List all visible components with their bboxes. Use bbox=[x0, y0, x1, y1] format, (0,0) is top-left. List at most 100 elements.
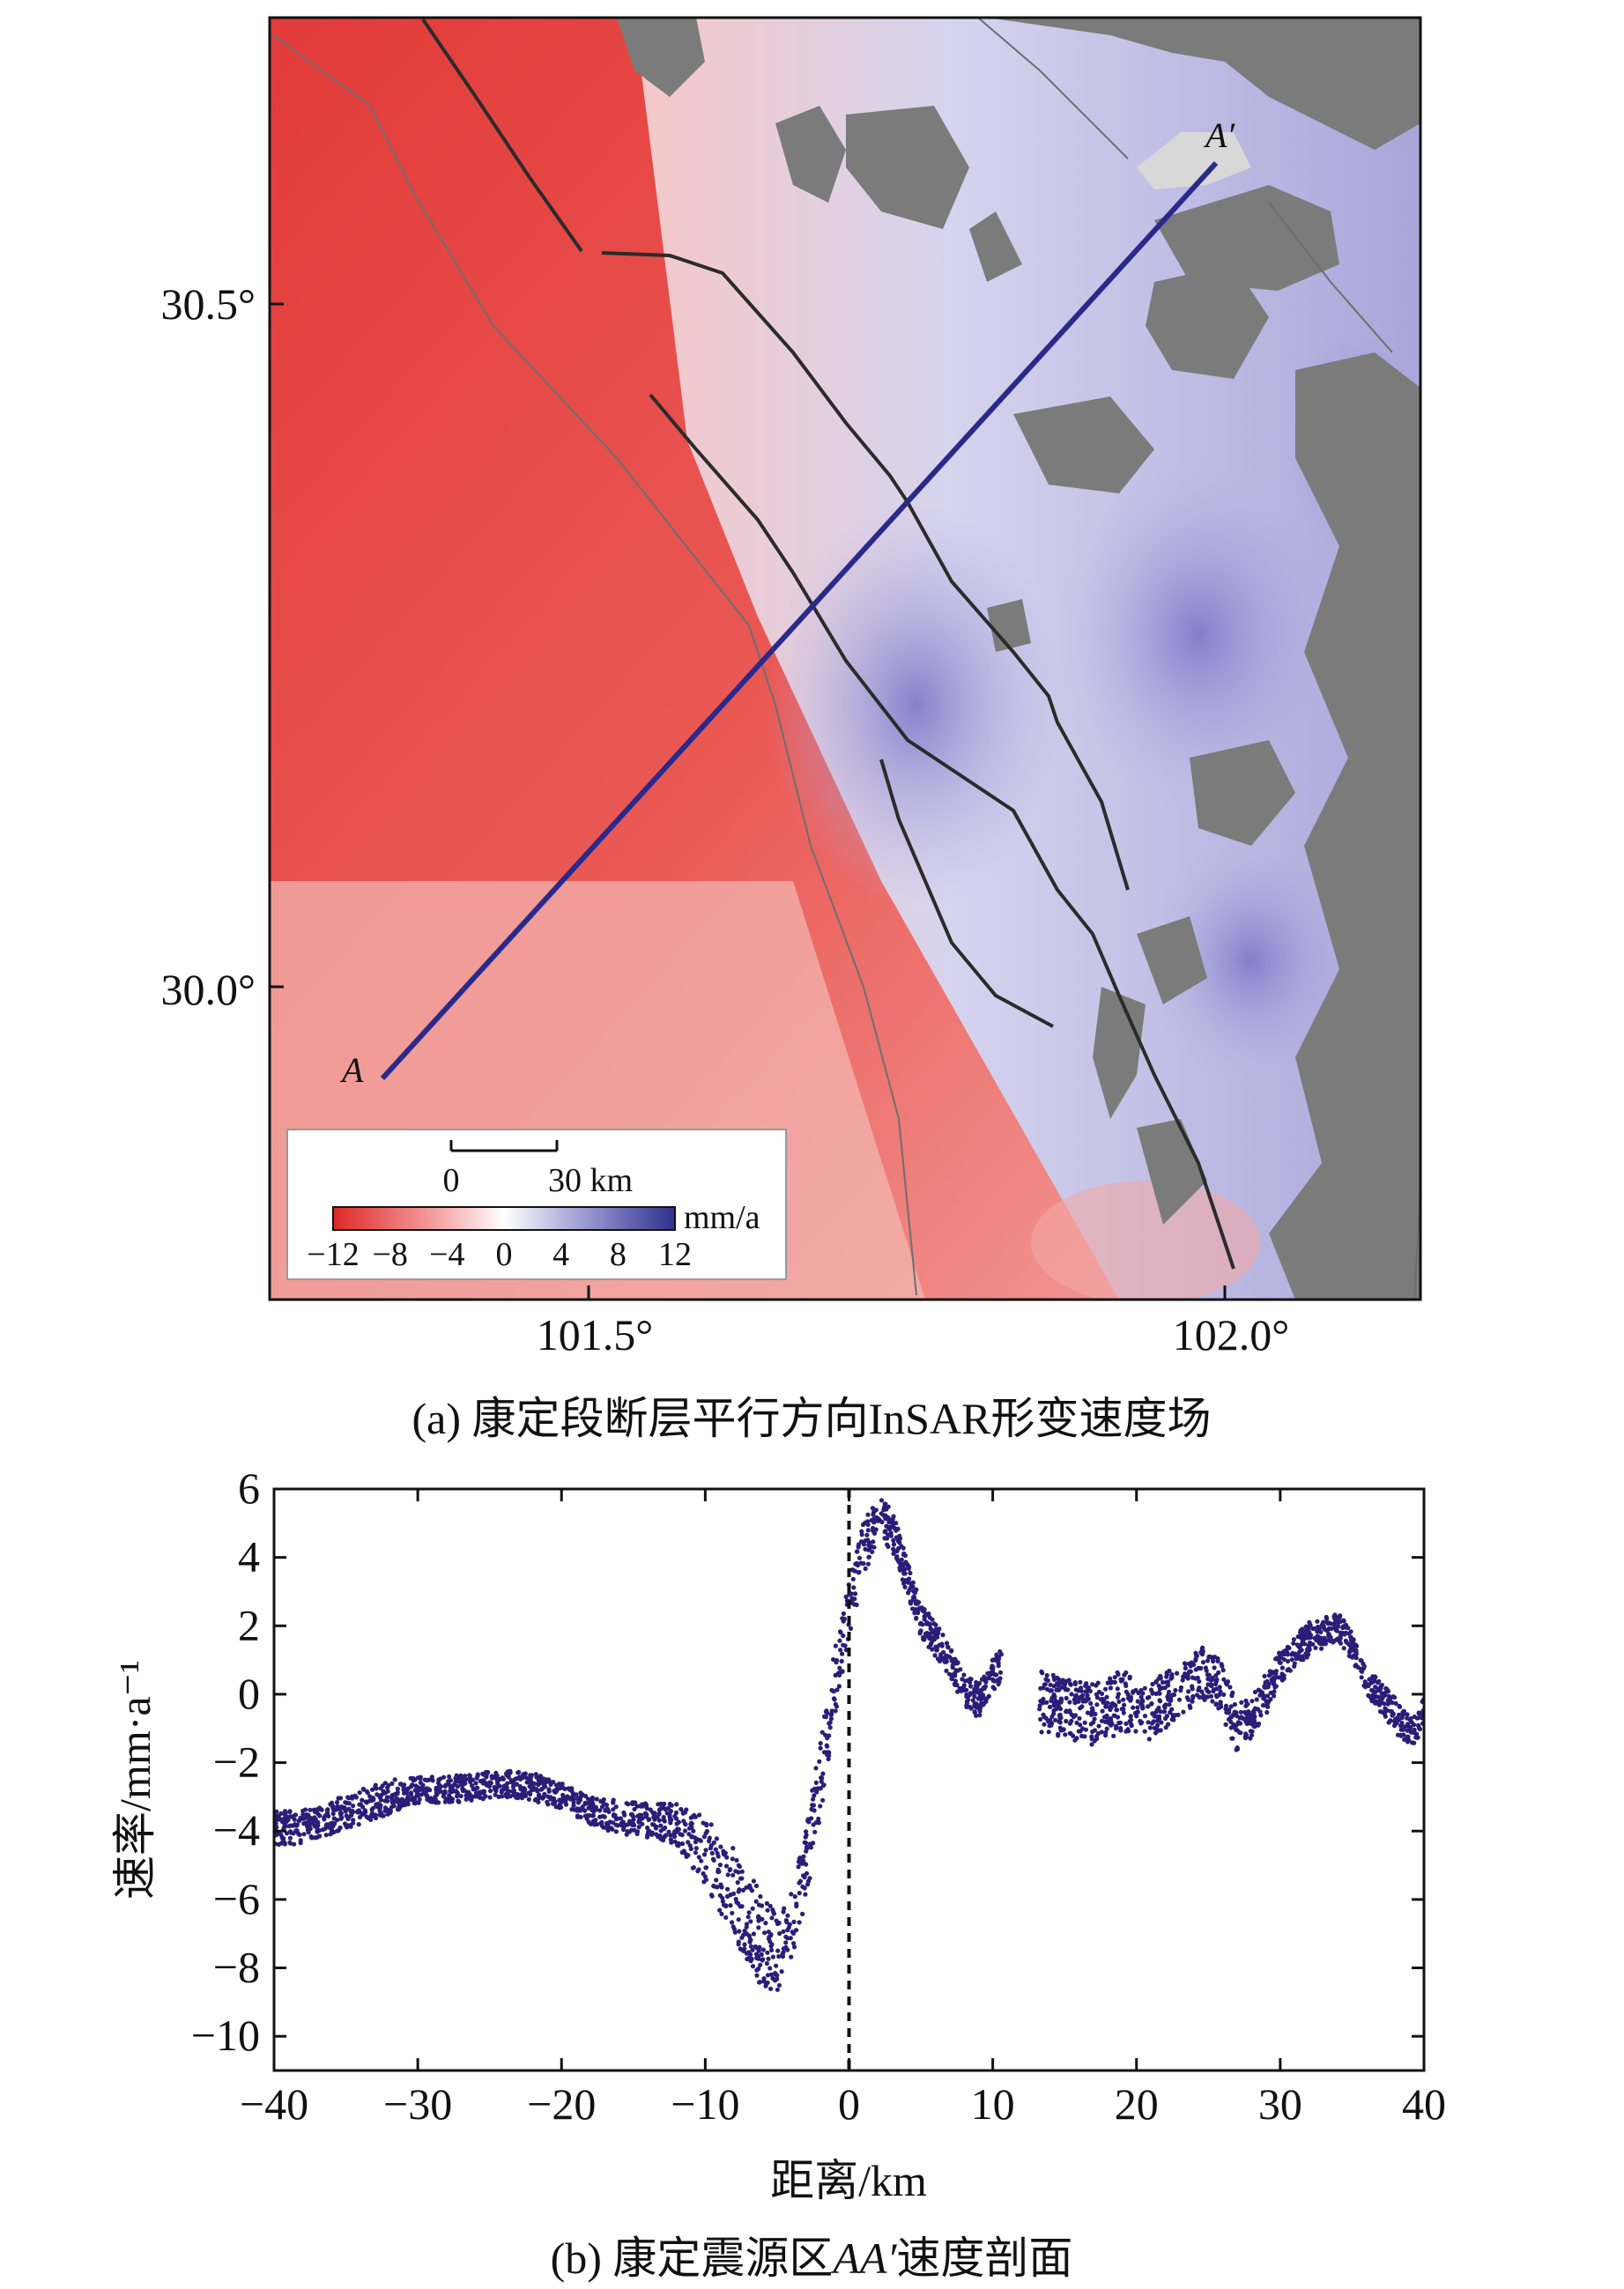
scatter-point bbox=[1287, 1646, 1292, 1651]
scatter-point bbox=[953, 1673, 958, 1678]
scatter-point bbox=[949, 1658, 954, 1663]
scatter-point bbox=[833, 1643, 839, 1648]
scatter-point bbox=[658, 1828, 664, 1833]
scatter-point bbox=[1400, 1710, 1405, 1715]
scatter-point bbox=[1303, 1624, 1309, 1629]
scatter-point bbox=[1100, 1708, 1105, 1714]
scatter-point bbox=[881, 1505, 887, 1510]
scatter-point bbox=[1095, 1680, 1101, 1685]
scatter-point bbox=[968, 1677, 974, 1682]
scatter-point bbox=[1198, 1666, 1203, 1671]
scatter-point bbox=[456, 1779, 462, 1784]
scatter-point bbox=[559, 1782, 564, 1788]
colorbar: mm/a −12 −8 −4 0 4 8 12 bbox=[307, 1199, 760, 1273]
scatter-point bbox=[724, 1855, 730, 1860]
scatter-point bbox=[1199, 1648, 1205, 1654]
scatter-point bbox=[1146, 1737, 1152, 1742]
x-axis-label: 距离/km bbox=[770, 2156, 927, 2205]
scatter-point bbox=[470, 1783, 475, 1789]
scatter-point bbox=[751, 1878, 757, 1884]
scatter-point bbox=[1237, 1730, 1242, 1735]
scatter-point bbox=[577, 1806, 582, 1811]
scatter-point bbox=[394, 1796, 399, 1801]
scatter-point bbox=[1300, 1626, 1305, 1632]
scatter-point bbox=[727, 1867, 732, 1873]
scatter-point bbox=[697, 1812, 702, 1818]
scatter-point bbox=[686, 1853, 691, 1858]
scatter-point bbox=[528, 1781, 534, 1786]
scatter-point bbox=[770, 1954, 776, 1959]
y-tick-label: −10 bbox=[191, 2011, 260, 2060]
scatter-point bbox=[769, 1915, 775, 1921]
scatter-point bbox=[914, 1587, 919, 1592]
scatter-point bbox=[540, 1796, 545, 1801]
scatter-point bbox=[1281, 1656, 1287, 1663]
scatter-point bbox=[1183, 1665, 1188, 1670]
y-axis-label: 速率/mm·a⁻¹ bbox=[110, 1660, 159, 1900]
scatter-point bbox=[960, 1687, 965, 1693]
scatter-point bbox=[1199, 1689, 1205, 1694]
colorbar-tick-label: −12 bbox=[307, 1236, 359, 1273]
scatter-point bbox=[1121, 1707, 1126, 1712]
scatter-point bbox=[735, 1880, 740, 1885]
scatter-point bbox=[804, 1829, 809, 1834]
scatter-point bbox=[1057, 1679, 1062, 1685]
scatter-point bbox=[787, 1922, 792, 1927]
scatter-point bbox=[546, 1787, 552, 1792]
mask-patch bbox=[775, 106, 846, 203]
scatter-point bbox=[1051, 1684, 1057, 1689]
mask-patch bbox=[1146, 264, 1269, 379]
scatter-point bbox=[767, 1937, 772, 1942]
scatter-point bbox=[338, 1804, 344, 1810]
scatter-point bbox=[528, 1773, 533, 1778]
panel-a-caption: (a) 康定段断层平行方向InSAR形变速度场 bbox=[412, 1394, 1212, 1443]
scatter-point bbox=[1379, 1696, 1384, 1701]
scatter-point bbox=[1272, 1685, 1278, 1690]
scatter-point bbox=[634, 1831, 640, 1836]
scatter-point bbox=[1416, 1715, 1421, 1720]
scatter-point bbox=[888, 1533, 894, 1538]
scatter-point bbox=[413, 1783, 419, 1789]
scatter-point bbox=[1262, 1673, 1267, 1678]
scatter-point bbox=[519, 1796, 525, 1801]
scatter-point bbox=[551, 1780, 556, 1785]
scatter-point bbox=[1379, 1682, 1384, 1688]
scatter-point bbox=[487, 1780, 493, 1785]
scatter-point bbox=[357, 1814, 363, 1820]
scatter-point bbox=[282, 1841, 287, 1847]
scatter-point bbox=[779, 1969, 784, 1974]
scatter-point bbox=[990, 1670, 996, 1676]
scatter-point bbox=[780, 1954, 786, 1959]
colorbar-tick-label: 12 bbox=[658, 1236, 692, 1273]
scatter-point bbox=[1392, 1722, 1398, 1727]
scatter-point bbox=[304, 1824, 310, 1829]
scatter-point bbox=[1384, 1686, 1390, 1693]
scatter-point bbox=[1341, 1618, 1346, 1623]
scatter-point bbox=[742, 1928, 747, 1934]
map-blue-zone-3 bbox=[1146, 837, 1357, 1084]
scatter-point bbox=[441, 1789, 446, 1795]
scatter-point bbox=[782, 1906, 787, 1911]
scatter-point bbox=[1184, 1695, 1190, 1700]
scatter-point bbox=[770, 1975, 775, 1981]
scatter-point bbox=[698, 1838, 703, 1843]
scatter-point bbox=[1205, 1694, 1210, 1700]
scatter-point bbox=[334, 1800, 340, 1805]
scatter-point bbox=[983, 1696, 988, 1701]
panel-b-caption: (b) 康定震源区AA′速度剖面 bbox=[551, 2233, 1073, 2283]
scatter-point bbox=[818, 1741, 823, 1746]
scatter-point bbox=[532, 1797, 538, 1803]
scatter-point bbox=[819, 1775, 824, 1781]
scatter-point bbox=[890, 1516, 895, 1522]
scatter-point bbox=[1255, 1707, 1260, 1712]
scatter-point bbox=[307, 1817, 312, 1823]
scatter-point bbox=[384, 1795, 389, 1800]
scatter-point bbox=[797, 1856, 802, 1862]
scatter-point bbox=[538, 1774, 544, 1779]
scatter-point bbox=[524, 1780, 530, 1785]
scatter-point bbox=[939, 1643, 945, 1648]
scatter-point bbox=[1153, 1730, 1159, 1736]
mask-patch bbox=[969, 211, 1022, 282]
scatter-point bbox=[317, 1833, 323, 1839]
